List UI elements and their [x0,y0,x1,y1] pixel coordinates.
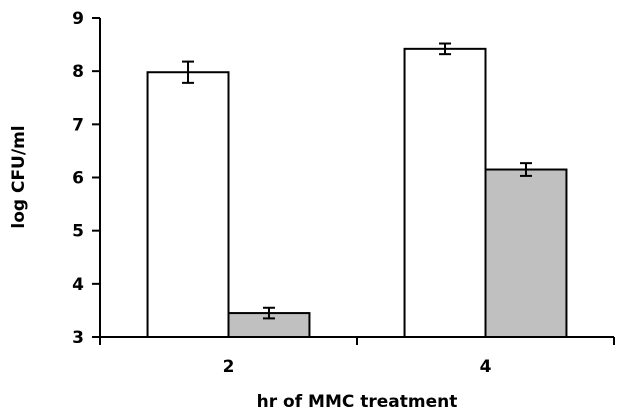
y-axis-ticks [92,17,100,338]
x-tick-label: 4 [480,357,492,377]
y-tick-label: 9 [72,9,84,29]
y-tick-labels: 3 4 5 6 7 8 9 [72,9,84,348]
y-tick-label: 7 [72,115,84,135]
y-tick-label: 6 [72,169,84,189]
error-bar-group [182,42,532,320]
error-bar [182,60,195,84]
y-tick-label: 5 [72,222,84,242]
error-bar [519,162,532,177]
bar-group [146,47,568,339]
bar [403,47,487,338]
y-tick-label: 4 [72,275,84,295]
y-axis-title: log CFU/ml [9,125,29,228]
error-bar [262,306,275,320]
error-bar [439,42,452,56]
y-tick-label: 8 [72,62,84,82]
x-tick-label: 2 [223,357,235,377]
bar [146,71,230,338]
y-tick-label: 3 [72,328,84,348]
x-axis-ticks [99,337,615,345]
bar [484,168,568,338]
x-axis-title: hr of MMC treatment [257,392,458,412]
